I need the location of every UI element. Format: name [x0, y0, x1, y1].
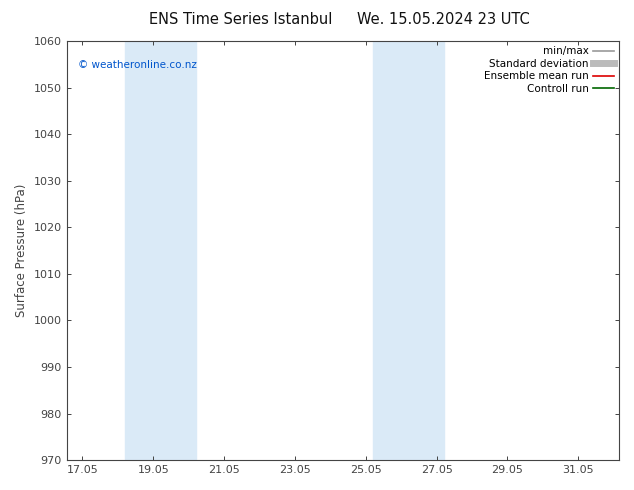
Y-axis label: Surface Pressure (hPa): Surface Pressure (hPa) — [15, 184, 28, 318]
Text: ENS Time Series Istanbul: ENS Time Series Istanbul — [149, 12, 333, 27]
Bar — [373, 41, 444, 460]
Text: We. 15.05.2024 23 UTC: We. 15.05.2024 23 UTC — [358, 12, 530, 27]
Legend: min/max, Standard deviation, Ensemble mean run, Controll run: min/max, Standard deviation, Ensemble me… — [482, 44, 616, 96]
Bar — [125, 41, 196, 460]
Text: © weatheronline.co.nz: © weatheronline.co.nz — [77, 60, 197, 70]
